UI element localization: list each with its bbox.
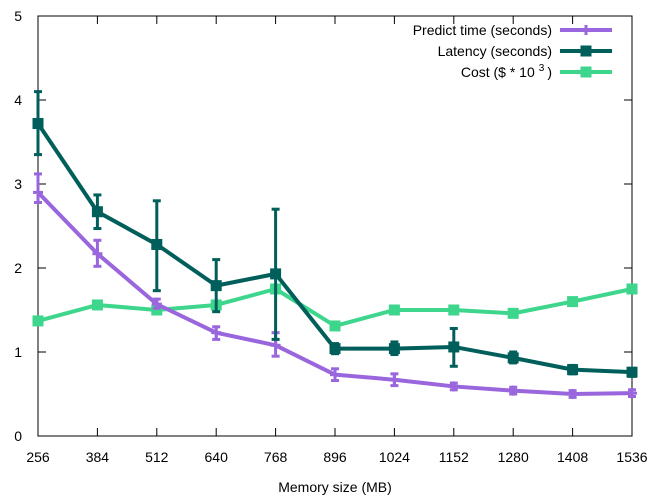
y-tick-label: 2 xyxy=(14,260,22,276)
data-point xyxy=(626,283,638,295)
data-point xyxy=(151,299,162,310)
legend-swatch-marker xyxy=(580,66,592,78)
data-point xyxy=(626,366,638,378)
series-2 xyxy=(32,283,638,332)
x-tick-label: 1408 xyxy=(557,449,588,465)
x-tick-label: 1024 xyxy=(379,449,410,465)
legend-label: Predict time (seconds) xyxy=(413,22,552,38)
data-point xyxy=(448,304,460,316)
data-point xyxy=(91,299,103,311)
x-tick-label: 512 xyxy=(145,449,169,465)
data-point xyxy=(627,388,637,399)
legend-label: Latency (seconds) xyxy=(438,43,552,59)
data-point xyxy=(388,343,400,355)
x-tick-label: 896 xyxy=(323,449,347,465)
legend-label-text: Predict time (seconds) xyxy=(413,22,552,38)
y-tick-label: 4 xyxy=(14,92,22,108)
data-point xyxy=(330,369,340,380)
data-point xyxy=(32,118,44,130)
y-tick-label: 3 xyxy=(14,176,22,192)
data-point xyxy=(151,238,163,250)
data-point xyxy=(389,374,400,385)
x-tick-label: 1152 xyxy=(439,449,469,465)
data-point xyxy=(210,280,222,292)
series-0 xyxy=(33,172,637,399)
data-point xyxy=(567,364,579,376)
y-tick-label: 0 xyxy=(14,428,22,444)
data-point xyxy=(508,385,519,396)
legend-label-superscript: 3 xyxy=(539,63,545,74)
y-tick-label: 5 xyxy=(14,8,22,24)
axis-ticks xyxy=(37,15,633,437)
data-point xyxy=(270,340,281,351)
x-tick-label: 768 xyxy=(264,449,288,465)
data-point xyxy=(448,341,460,353)
data-point xyxy=(211,327,222,338)
data-point xyxy=(448,381,459,392)
data-point xyxy=(329,320,341,332)
data-point xyxy=(92,248,103,259)
series-1 xyxy=(32,90,638,378)
x-axis-title: Memory size (MB) xyxy=(278,479,392,495)
legend-label-text: Cost ($ * 10 xyxy=(461,64,535,80)
legend-swatch-marker xyxy=(580,45,592,57)
x-tick-label: 1536 xyxy=(616,449,647,465)
legend-label-text: Latency (seconds) xyxy=(438,43,552,59)
data-point xyxy=(388,304,400,316)
legend-label: Cost ($ * 10 3) xyxy=(461,63,552,80)
data-point xyxy=(507,307,519,319)
data-point xyxy=(32,315,44,327)
tick-labels: 256 384 512 640 768 896 1024 1152 1280 1408 1536 0 1… xyxy=(14,8,648,465)
legend-item: Latency (seconds) xyxy=(438,43,612,59)
x-tick-label: 384 xyxy=(86,449,110,465)
data-point xyxy=(33,187,43,198)
data-point xyxy=(91,206,103,218)
series-line xyxy=(37,287,633,328)
legend: Predict time (seconds) Latency (seconds) C… xyxy=(413,22,612,80)
legend-item: Predict time (seconds) xyxy=(413,22,612,38)
data-point xyxy=(329,343,341,355)
x-tick-label: 256 xyxy=(26,449,50,465)
x-tick-label: 640 xyxy=(205,449,229,465)
data-point xyxy=(567,389,578,399)
data-point xyxy=(567,296,579,308)
x-tick-label: 1280 xyxy=(498,449,529,465)
data-point xyxy=(270,268,282,280)
legend-item: Cost ($ * 10 3) xyxy=(461,63,612,80)
data-point xyxy=(507,352,519,364)
legend-swatch-marker xyxy=(581,25,591,35)
legend-label-suffix: ) xyxy=(547,64,552,80)
series-line xyxy=(36,122,633,375)
series-layer xyxy=(32,90,638,399)
y-tick-label: 1 xyxy=(14,344,22,360)
